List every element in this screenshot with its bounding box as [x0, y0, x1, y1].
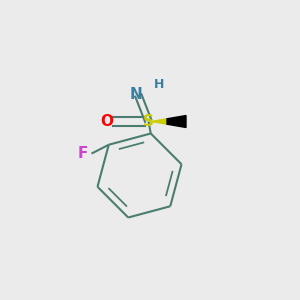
- Text: N: N: [129, 87, 142, 102]
- Text: F: F: [77, 146, 88, 161]
- Polygon shape: [167, 116, 186, 128]
- Text: O: O: [100, 114, 113, 129]
- Text: H: H: [154, 77, 164, 91]
- Polygon shape: [152, 119, 167, 124]
- Text: S: S: [143, 114, 154, 129]
